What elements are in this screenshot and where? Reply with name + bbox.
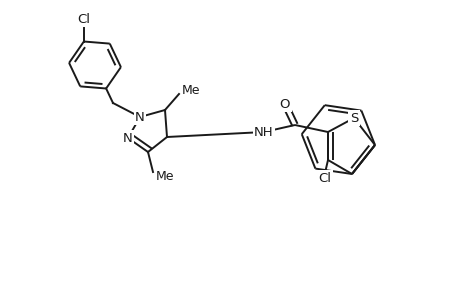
Text: N: N xyxy=(135,110,145,124)
Text: Me: Me xyxy=(182,83,200,97)
Text: NH: NH xyxy=(254,125,273,139)
Text: O: O xyxy=(279,98,290,110)
Text: Cl: Cl xyxy=(318,172,331,184)
Text: Cl: Cl xyxy=(77,13,90,26)
Text: S: S xyxy=(349,112,358,124)
Text: Me: Me xyxy=(156,169,174,182)
Text: N: N xyxy=(123,131,133,145)
